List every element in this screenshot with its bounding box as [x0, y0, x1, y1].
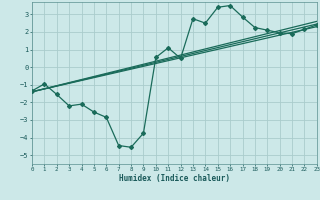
- X-axis label: Humidex (Indice chaleur): Humidex (Indice chaleur): [119, 174, 230, 183]
